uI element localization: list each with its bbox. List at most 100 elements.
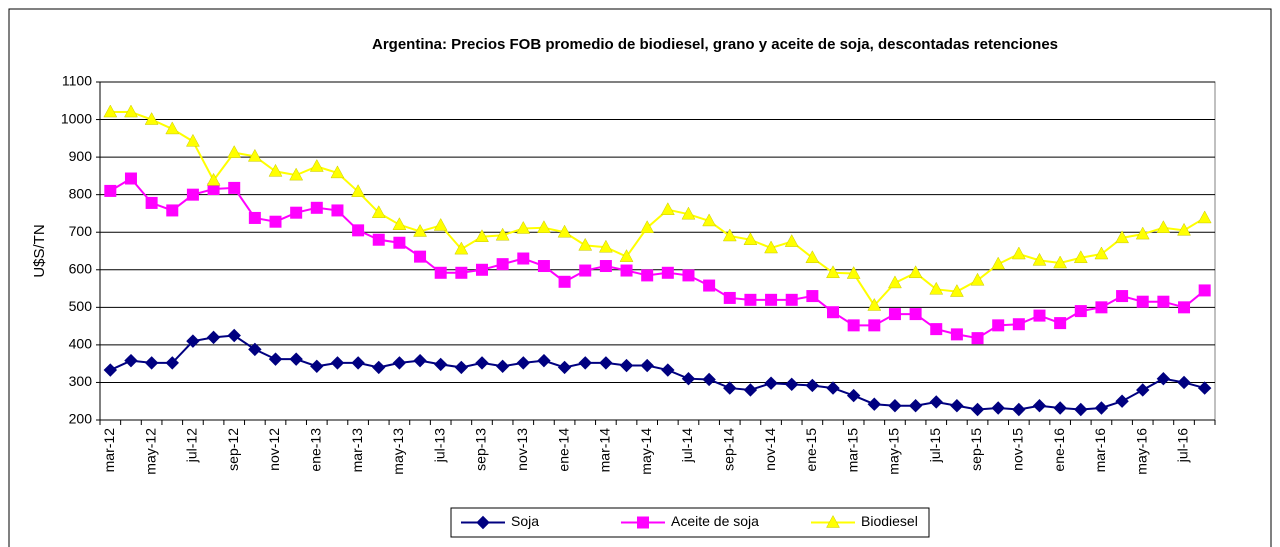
marker xyxy=(867,397,882,411)
x-tick-label: may-12 xyxy=(142,428,158,475)
y-tick-label: 900 xyxy=(69,148,93,164)
marker xyxy=(1032,399,1047,413)
marker xyxy=(537,353,551,368)
marker xyxy=(1011,246,1026,260)
marker xyxy=(1177,375,1191,390)
marker xyxy=(909,308,922,321)
marker xyxy=(868,319,881,332)
marker xyxy=(637,516,649,529)
marker xyxy=(661,363,675,377)
y-tick-label: 200 xyxy=(69,411,93,427)
marker xyxy=(846,388,861,403)
marker xyxy=(826,514,840,528)
marker xyxy=(352,224,365,237)
marker xyxy=(1074,402,1088,417)
marker xyxy=(165,356,179,370)
marker xyxy=(434,266,447,279)
marker xyxy=(723,291,736,304)
marker xyxy=(784,234,799,247)
marker xyxy=(558,275,571,288)
marker xyxy=(206,172,221,186)
marker xyxy=(476,515,490,530)
x-tick-label: mar-14 xyxy=(597,428,613,473)
x-tick-label: mar-13 xyxy=(349,428,365,473)
marker xyxy=(269,215,282,228)
marker xyxy=(1136,383,1150,397)
marker xyxy=(496,258,509,271)
marker xyxy=(930,323,943,336)
marker xyxy=(1012,402,1026,417)
marker xyxy=(268,163,283,177)
marker xyxy=(392,356,407,370)
x-tick-label: jul-14 xyxy=(679,428,695,463)
marker xyxy=(165,121,180,135)
marker xyxy=(206,330,221,345)
marker xyxy=(806,290,819,303)
marker xyxy=(516,220,531,234)
plot-background xyxy=(99,81,1216,421)
marker xyxy=(660,202,675,215)
marker xyxy=(475,263,488,276)
marker xyxy=(248,342,262,357)
marker xyxy=(764,376,778,390)
x-tick-label: may-13 xyxy=(390,428,406,475)
marker xyxy=(847,319,860,332)
x-tick-label: may-15 xyxy=(886,428,902,475)
marker xyxy=(970,402,985,417)
marker xyxy=(475,229,489,242)
x-tick-label: sep-12 xyxy=(225,428,241,471)
marker xyxy=(599,356,613,370)
marker xyxy=(186,334,200,348)
marker xyxy=(970,272,985,286)
y-tick-label: 700 xyxy=(69,223,93,239)
marker xyxy=(1012,318,1025,331)
marker xyxy=(1156,220,1171,233)
marker xyxy=(991,256,1006,270)
marker xyxy=(681,371,696,386)
marker xyxy=(186,188,199,201)
marker xyxy=(1053,255,1068,269)
marker xyxy=(207,183,220,196)
marker xyxy=(764,240,778,254)
marker xyxy=(433,357,448,372)
series xyxy=(103,104,1212,311)
x-tick-label: nov-14 xyxy=(762,428,778,471)
marker xyxy=(703,279,716,292)
marker xyxy=(310,201,323,214)
marker xyxy=(1115,230,1130,244)
marker xyxy=(743,383,758,397)
marker xyxy=(371,205,386,218)
marker xyxy=(1156,371,1171,386)
marker xyxy=(103,363,118,377)
marker xyxy=(702,372,716,387)
marker xyxy=(124,353,138,368)
marker xyxy=(1074,305,1087,318)
marker xyxy=(867,297,882,311)
marker xyxy=(846,266,861,279)
marker xyxy=(268,352,283,366)
marker xyxy=(351,356,365,370)
marker xyxy=(1053,401,1067,415)
marker xyxy=(598,239,613,253)
marker xyxy=(517,252,530,265)
marker xyxy=(537,260,550,273)
marker xyxy=(950,328,963,341)
x-tick-label: ene-14 xyxy=(555,428,571,472)
marker xyxy=(971,332,984,345)
marker xyxy=(723,381,737,395)
marker xyxy=(1115,394,1129,408)
marker xyxy=(1095,301,1108,314)
marker xyxy=(765,293,778,306)
series xyxy=(103,328,1212,417)
marker xyxy=(888,308,901,321)
marker xyxy=(681,206,696,220)
marker xyxy=(579,264,592,277)
x-tick-label: mar-15 xyxy=(844,428,860,473)
marker xyxy=(1094,246,1109,260)
marker xyxy=(393,236,406,249)
marker xyxy=(228,181,241,194)
x-tick-label: may-16 xyxy=(1133,428,1149,475)
marker xyxy=(1054,317,1067,330)
y-tick-label: 600 xyxy=(69,260,93,276)
